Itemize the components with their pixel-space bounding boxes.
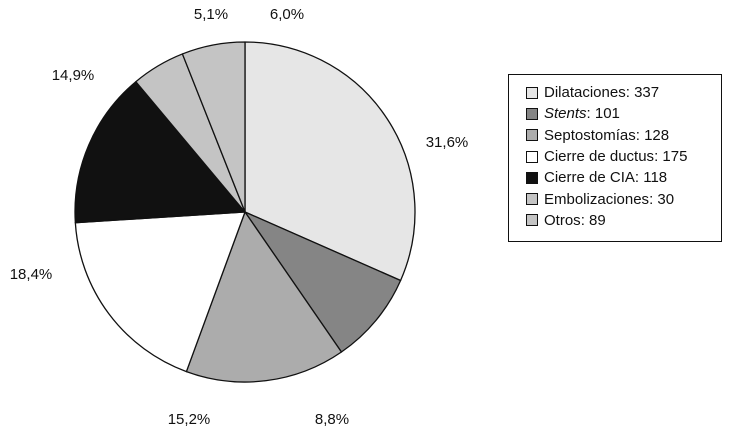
legend-text: Embolizaciones: 30 <box>544 192 674 207</box>
legend-separator: : <box>625 84 635 102</box>
legend-label: Embolizaciones <box>544 190 650 208</box>
legend-count: 175 <box>662 148 688 166</box>
pie-slice-6 <box>181 41 246 213</box>
legend-count: 101 <box>594 105 620 123</box>
legend-label: Cierre de CIA <box>544 169 635 187</box>
legend-swatch <box>526 107 538 120</box>
pie-slice-1 <box>244 211 402 353</box>
legend-item-0: Dilataciones: 337 <box>526 82 721 103</box>
chart-legend: Dilataciones: 337 Stents: 101 Septostomías… <box>508 74 722 242</box>
legend-separator: : <box>586 105 595 123</box>
legend-count: 89 <box>589 211 606 229</box>
percentage-label-5: 5,1% <box>194 6 228 23</box>
legend-text: Otros: 89 <box>544 213 606 228</box>
pie-slices <box>74 41 416 383</box>
legend-swatch <box>526 171 538 184</box>
percentage-label-6: 6,0% <box>270 6 304 23</box>
legend-item-3: Cierre de ductus: 175 <box>526 146 721 167</box>
legend-swatch <box>526 214 538 227</box>
percentage-label-1: 8,8% <box>315 411 349 428</box>
legend-swatch <box>526 129 538 142</box>
legend-separator: : <box>635 126 645 144</box>
legend-separator: : <box>654 148 663 166</box>
legend-swatch <box>526 193 538 206</box>
legend-text: Septostomías: 128 <box>544 128 669 143</box>
legend-item-1: Stents: 101 <box>526 103 721 124</box>
pie-slice-0 <box>244 41 416 282</box>
legend-separator: : <box>634 169 644 187</box>
legend-label: Septostomías <box>544 126 636 144</box>
legend-item-2: Septostomías: 128 <box>526 125 721 146</box>
legend-item-6: Otros: 89 <box>526 210 721 231</box>
pie-percentage-labels: 31,6% 8,8% 15,2% 18,4% 14,9% 5,1% 6,0% <box>10 6 469 428</box>
legend-text: Dilataciones: 337 <box>544 85 659 100</box>
percentage-label-2: 15,2% <box>168 411 211 428</box>
legend-label: Otros <box>544 211 581 229</box>
legend-label: Dilataciones <box>544 84 626 102</box>
legend-separator: : <box>649 190 658 208</box>
legend-item-5: Embolizaciones: 30 <box>526 188 721 209</box>
legend-text: Stents: 101 <box>544 106 620 121</box>
legend-text: Cierre de CIA: 118 <box>544 170 667 185</box>
legend-count: 337 <box>634 84 660 102</box>
legend-separator: : <box>580 211 590 229</box>
legend-swatch <box>526 150 538 163</box>
legend-item-4: Cierre de CIA: 118 <box>526 167 721 188</box>
legend-label: Stents <box>544 105 587 123</box>
percentage-label-0: 31,6% <box>426 134 469 151</box>
legend-count: 118 <box>643 169 668 187</box>
percentage-label-4: 14,9% <box>52 67 95 84</box>
pie-slice-3 <box>74 211 246 373</box>
legend-label: Cierre de ductus <box>544 148 655 166</box>
legend-count: 30 <box>657 190 675 208</box>
legend-swatch <box>526 86 538 99</box>
legend-text: Cierre de ductus: 175 <box>544 149 687 164</box>
pie-slice-4 <box>74 81 246 224</box>
percentage-label-3: 18,4% <box>10 266 53 283</box>
pie-slice-2 <box>185 211 343 383</box>
legend-count: 128 <box>644 126 670 144</box>
